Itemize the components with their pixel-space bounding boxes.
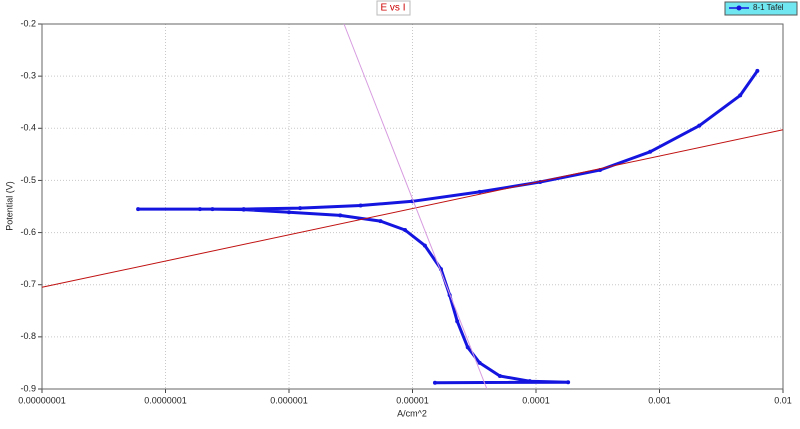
y-tick-label: -0.5 — [20, 175, 36, 185]
x-tick-label: 0.0001 — [522, 395, 550, 405]
data-point — [358, 203, 363, 208]
data-point — [197, 207, 202, 212]
chart-title: E vs I — [380, 3, 405, 14]
data-point — [465, 345, 470, 350]
data-point — [527, 379, 532, 384]
y-tick-label: -0.9 — [20, 383, 36, 393]
data-point — [287, 210, 291, 215]
data-point — [432, 380, 437, 385]
data-point — [738, 93, 743, 98]
y-tick-label: -0.7 — [20, 279, 36, 289]
series-line — [41, 129, 784, 288]
legend-marker — [736, 5, 742, 11]
x-tick-label: 0.000001 — [270, 395, 308, 405]
data-point — [755, 68, 760, 73]
y-tick-label: -0.8 — [20, 331, 36, 341]
x-axis-label: A/cm^2 — [397, 408, 427, 418]
y-tick-label: -0.4 — [20, 123, 36, 133]
data-point — [477, 189, 482, 194]
y-tick-label: -0.2 — [20, 18, 36, 28]
data-point — [338, 213, 343, 218]
y-axis-label: Potential (V) — [4, 181, 14, 231]
data-point — [497, 373, 502, 378]
y-tick-label: -0.3 — [20, 71, 36, 81]
data-point — [648, 149, 653, 154]
data-point — [566, 380, 571, 385]
x-tick-label: 0.00000001 — [18, 395, 66, 405]
data-point — [241, 207, 246, 212]
legend-label: 8-1 Tafel — [753, 3, 784, 12]
legend-box — [724, 1, 798, 16]
data-point — [455, 319, 460, 324]
plot-frame — [41, 23, 784, 390]
data-point — [378, 219, 383, 224]
data-point — [210, 207, 215, 212]
data-point — [697, 123, 702, 128]
x-tick-label: 0.0000001 — [144, 395, 187, 405]
x-tick-label: 0.001 — [648, 395, 671, 405]
x-tick-label: 0.01 — [774, 395, 792, 405]
series-line — [343, 23, 488, 390]
y-tick-label: -0.6 — [20, 227, 36, 237]
title-box — [376, 0, 411, 16]
data-point — [422, 243, 427, 248]
x-tick-label: 0.00001 — [396, 395, 429, 405]
data-point — [136, 207, 141, 212]
data-point — [403, 227, 408, 232]
data-point — [477, 360, 482, 365]
data-point — [298, 206, 303, 211]
